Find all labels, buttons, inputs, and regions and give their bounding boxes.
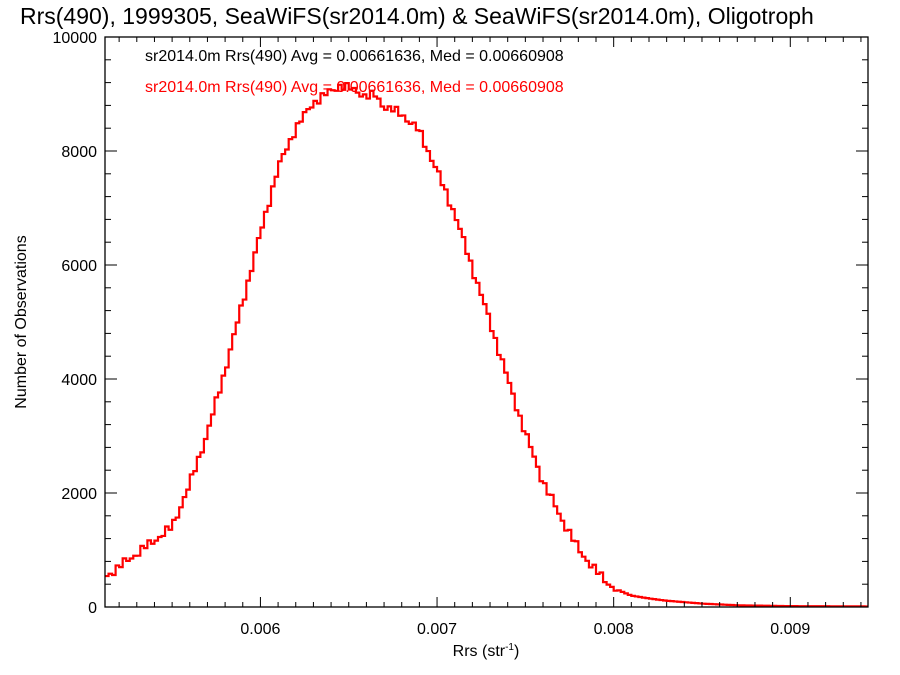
x-tick-label: 0.007 xyxy=(417,621,457,638)
x-tick-label: 0.008 xyxy=(594,621,634,638)
x-axis-label: Rrs (str-1) xyxy=(453,642,520,660)
y-axis-label: Number of Observations xyxy=(13,235,30,408)
y-tick-label: 0 xyxy=(88,600,97,617)
x-tick-label: 0.006 xyxy=(240,621,280,638)
y-tick-label: 8000 xyxy=(61,144,97,161)
x-tick-label: 0.009 xyxy=(770,621,810,638)
x-axis-label-close: ) xyxy=(514,643,519,660)
x-axis-label-superscript: -1 xyxy=(505,642,514,653)
y-tick-label: 4000 xyxy=(61,372,97,389)
legend-entry-black: sr2014.0m Rrs(490) Avg = 0.00661636, Med… xyxy=(145,48,564,65)
y-tick-label: 6000 xyxy=(61,258,97,275)
y-tick-label: 2000 xyxy=(61,486,97,503)
plot-frame xyxy=(104,36,869,608)
y-tick-label: 10000 xyxy=(53,30,98,47)
legend-entry-red: sr2014.0m Rrs(490) Avg = 0.00661636, Med… xyxy=(145,79,564,96)
chart-title: Rrs(490), 1999305, SeaWiFS(sr2014.0m) & … xyxy=(20,3,814,29)
histogram-series-line xyxy=(105,82,868,608)
x-axis-label-text: Rrs (str xyxy=(453,643,506,660)
